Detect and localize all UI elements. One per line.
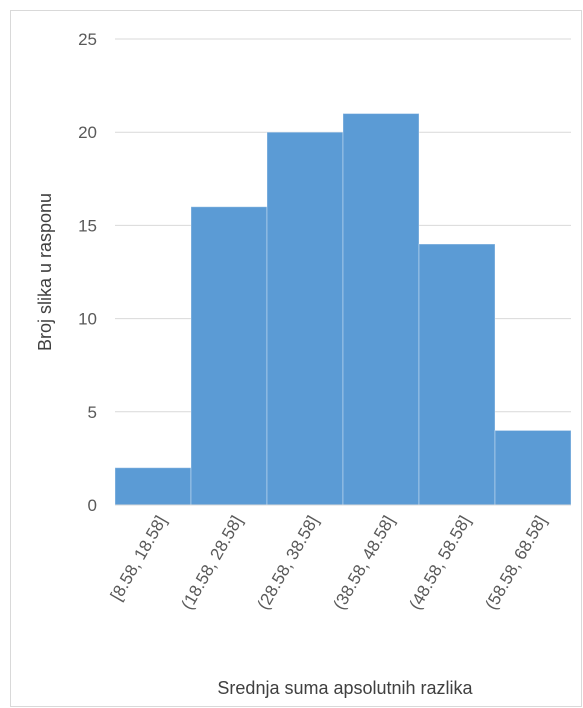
x-tick-label: (38.58, 48.58] xyxy=(330,513,399,613)
histogram-bar xyxy=(114,467,192,506)
histogram-bar xyxy=(190,206,268,506)
histogram-bar xyxy=(418,243,496,506)
y-tick-label: 25 xyxy=(78,30,97,49)
x-axis-tick-labels: [8.58, 18.58] (18.58, 28.58] (28.58, 38.58… xyxy=(107,513,551,613)
x-tick-label: (58.58, 68.58] xyxy=(482,513,551,613)
y-tick-label: 20 xyxy=(78,123,97,142)
bars xyxy=(114,113,572,506)
x-tick-label: (48.58, 58.58] xyxy=(406,513,475,613)
x-axis-title: Srednja suma apsolutnih razlika xyxy=(217,678,473,698)
y-tick-label: 0 xyxy=(88,496,97,515)
x-tick-label: [8.58, 18.58] xyxy=(107,513,171,604)
histogram-bar xyxy=(494,429,572,506)
histogram-bar xyxy=(342,113,420,506)
y-tick-label: 15 xyxy=(78,216,97,235)
y-axis-title: Broj slika u rasponu xyxy=(35,193,55,351)
y-tick-label: 10 xyxy=(78,310,97,329)
y-axis-ticks: 0 5 10 15 20 25 xyxy=(78,30,97,515)
histogram-bar xyxy=(266,131,344,506)
chart-frame xyxy=(10,10,582,707)
y-tick-label: 5 xyxy=(88,403,97,422)
x-tick-label: (28.58, 38.58] xyxy=(254,513,323,613)
x-tick-label: (18.58, 28.58] xyxy=(178,513,247,613)
